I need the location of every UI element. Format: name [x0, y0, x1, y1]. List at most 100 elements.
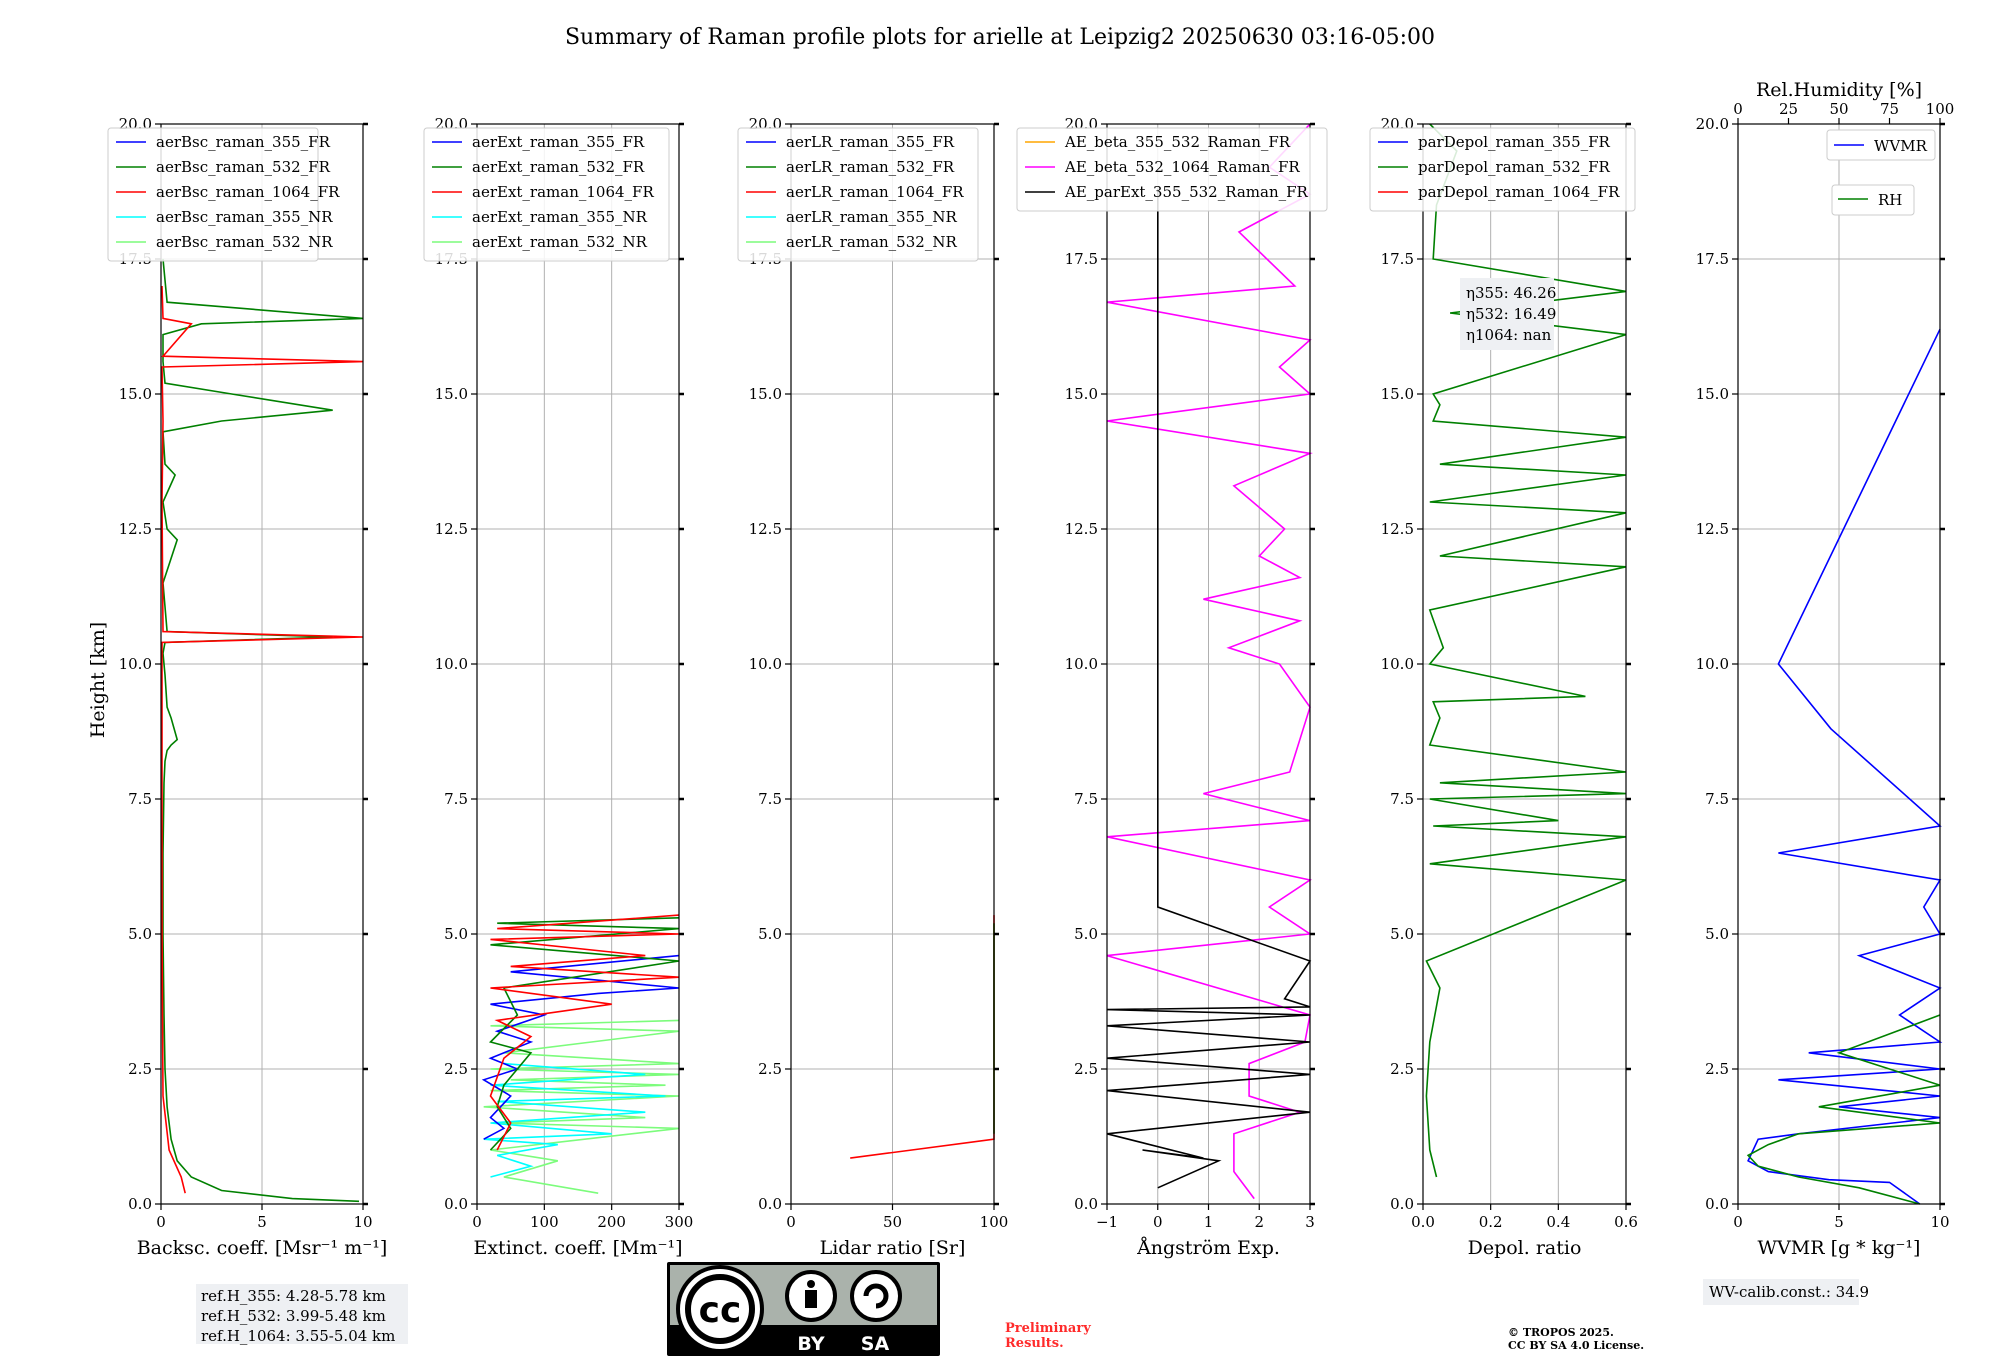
legend-entry: parDepol_raman_355_FR [1418, 133, 1611, 151]
y-tick-label: 12.5 [435, 520, 468, 538]
legend-entry: aerBsc_raman_532_NR [156, 233, 333, 251]
y-tick-label: 17.5 [1696, 250, 1729, 268]
top-tick-label: 50 [1829, 100, 1848, 118]
x-tick-label: 10 [353, 1213, 372, 1231]
x-tick-label: 300 [665, 1213, 694, 1231]
depol-annotation-box [1460, 278, 1554, 350]
ref-1064-text: ref.H_1064: 3.55-5.04 km [201, 1327, 395, 1345]
x-tick-label: 5 [257, 1213, 267, 1231]
x-tick-label: 0 [1733, 1213, 1743, 1231]
x-tick-label: 0 [156, 1213, 166, 1231]
panel-6: 0.02.55.07.510.012.515.017.520.00 5 10WVMR… [1696, 79, 1955, 1259]
legend-box [1369, 127, 1636, 212]
series-AE_beta_532_1064_Raman_FR [1106, 123, 1313, 1200]
legend-box [1016, 127, 1328, 212]
y-tick-label: 10.0 [119, 655, 152, 673]
x-axis-label: Backsc. coeff. [Msr⁻¹ m⁻¹] [137, 1237, 388, 1259]
legend-box [107, 127, 319, 262]
legend-entry: aerBsc_raman_532_FR [156, 158, 331, 176]
legend-entry: AE_beta_532_1064_Raman_FR [1064, 158, 1300, 176]
x-tick-label: 0.6 [1614, 1213, 1638, 1231]
preliminary-label: Preliminary [1005, 1321, 1091, 1336]
series-parDepol_raman_532_FR [1425, 123, 1627, 1178]
panel-2: 0.02.55.07.510.012.515.017.520.001002003… [423, 115, 694, 1259]
y-tick-label: 7.5 [1705, 790, 1729, 808]
y-tick-label: 12.5 [1381, 520, 1414, 538]
series-WVMR [1747, 328, 1943, 1205]
y-axis-label: Height [km] [87, 622, 109, 738]
legend-box [1831, 184, 1915, 216]
ref-355-text: ref.H_355: 4.28-5.78 km [201, 1287, 386, 1305]
y-tick-label: 5.0 [1390, 925, 1414, 943]
series-aerExt_raman_1064_FR [489, 914, 680, 1151]
y-tick-label: 10.0 [1696, 655, 1729, 673]
x-tick-label: 100 [530, 1213, 559, 1231]
x-tick-label: 0.4 [1546, 1213, 1570, 1231]
series-aerExt_raman_355_NR [483, 1062, 666, 1178]
y-tick-label: 10.0 [749, 655, 782, 673]
legend-entry: aerLR_raman_355_FR [786, 133, 955, 151]
x-tick-label: 0 [472, 1213, 482, 1231]
x-tick-label: 50 [883, 1213, 902, 1231]
y-tick-label: 2.5 [128, 1060, 152, 1078]
license-text: CC BY SA 4.0 License. [1508, 1339, 1644, 1352]
y-tick-label: 2.5 [1074, 1060, 1098, 1078]
legend-entry: WVMR [1874, 137, 1928, 155]
legend-entry: aerBsc_raman_355_NR [156, 208, 333, 226]
ref-532-text: ref.H_532: 3.99-5.48 km [201, 1307, 386, 1325]
y-tick-label: 7.5 [444, 790, 468, 808]
y-tick-label: 15.0 [749, 385, 782, 403]
legend-entry: aerBsc_raman_355_FR [156, 133, 331, 151]
legend-entry: aerLR_raman_355_NR [786, 208, 957, 226]
sa-text: SA [861, 1333, 890, 1355]
y-tick-label: 7.5 [1074, 790, 1098, 808]
y-tick-label: 5.0 [758, 925, 782, 943]
x-tick-label: 0 [1153, 1213, 1163, 1231]
x-tick-label: −1 [1096, 1213, 1118, 1231]
top-tick-label: 100 [1926, 100, 1955, 118]
y-tick-label: 17.5 [1381, 250, 1414, 268]
panel-3: 0.02.55.07.510.012.515.017.520.0050100Li… [737, 115, 1009, 1259]
y-tick-label: 0.0 [444, 1195, 468, 1213]
y-tick-label: 2.5 [1390, 1060, 1414, 1078]
series-RH [1746, 1014, 1941, 1205]
y-tick-label: 20.0 [1696, 115, 1729, 133]
share-alike-icon [850, 1270, 902, 1322]
legend-entry: aerExt_raman_532_NR [472, 233, 648, 251]
legend-entry: AE_beta_355_532_Raman_FR [1064, 133, 1291, 151]
top-tick-label: 25 [1779, 100, 1798, 118]
y-tick-label: 15.0 [119, 385, 152, 403]
y-tick-label: 5.0 [444, 925, 468, 943]
copyright-text: © TROPOS 2025. [1508, 1326, 1614, 1339]
y-tick-label: 12.5 [1065, 520, 1098, 538]
panel-1: 0.02.55.07.510.012.515.017.520.00510Back… [107, 115, 388, 1259]
y-tick-label: 7.5 [1390, 790, 1414, 808]
results-label: Results. [1005, 1336, 1064, 1351]
cc-license-logo: cc BY SA [667, 1262, 940, 1356]
x-tick-label: 100 [980, 1213, 1009, 1231]
y-tick-label: 12.5 [749, 520, 782, 538]
y-tick-label: 10.0 [435, 655, 468, 673]
reference-height-box: ref.H_355: 4.28-5.78 km ref.H_532: 3.99-… [196, 1284, 408, 1345]
x-axis-label: Depol. ratio [1468, 1237, 1582, 1259]
x-axis-label: Lidar ratio [Sr] [820, 1237, 966, 1259]
x-tick-label: 1 [1204, 1213, 1214, 1231]
top-axis-label: Rel.Humidity [%] [1756, 79, 1922, 101]
legend-entry: aerExt_raman_355_NR [472, 208, 648, 226]
x-tick-label: 0.2 [1479, 1213, 1503, 1231]
y-tick-label: 7.5 [128, 790, 152, 808]
x-tick-label: 3 [1305, 1213, 1315, 1231]
legend-entry: aerLR_raman_532_NR [786, 233, 957, 251]
y-tick-label: 7.5 [758, 790, 782, 808]
legend-entry: RH [1878, 191, 1902, 209]
y-tick-label: 12.5 [1696, 520, 1729, 538]
panel-4: 0.02.55.07.510.012.515.017.520.0−1 0 1 2 3Ån… [1016, 115, 1328, 1259]
x-axis-label: Ångström Exp. [1136, 1237, 1280, 1259]
depol-annotation-line: η1064: nan [1466, 326, 1552, 344]
y-tick-label: 10.0 [1065, 655, 1098, 673]
legend-entry: aerExt_raman_355_FR [472, 133, 645, 151]
by-text: BY [797, 1333, 824, 1355]
top-tick-label: 75 [1880, 100, 1899, 118]
figure-title: Summary of Raman profile plots for ariel… [565, 25, 1435, 50]
